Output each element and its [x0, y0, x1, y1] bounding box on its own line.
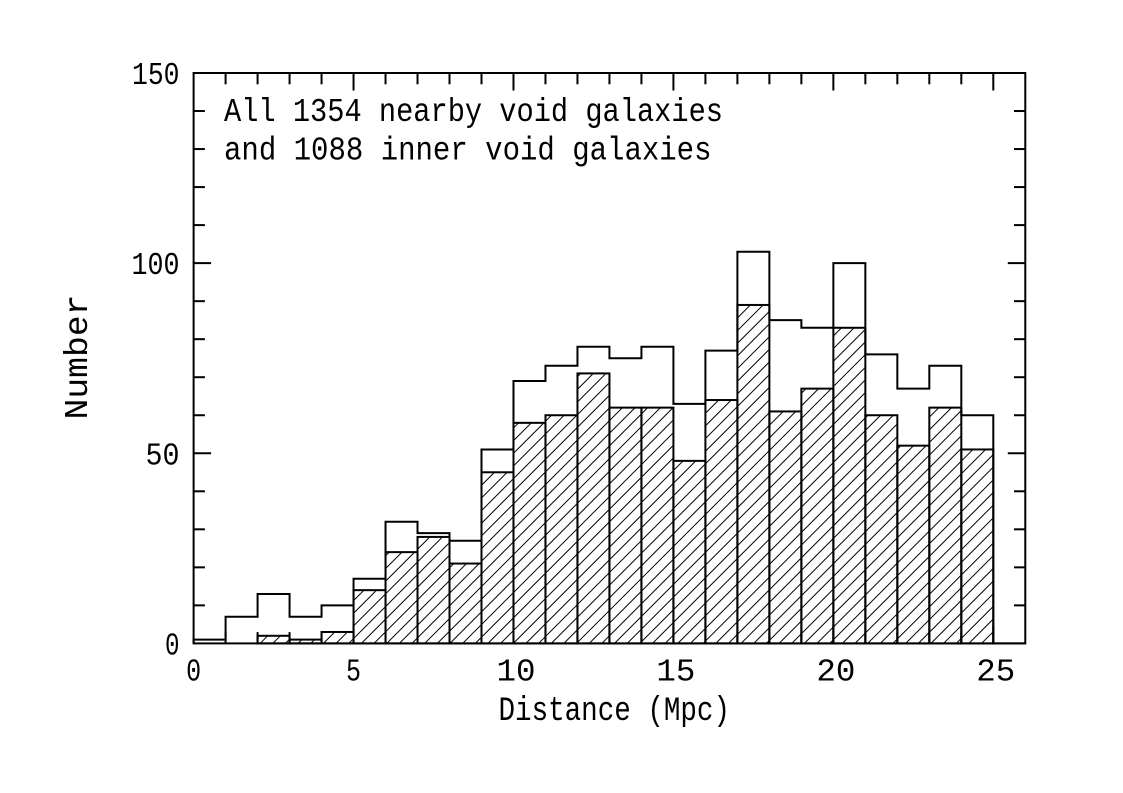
svg-text:25: 25	[976, 656, 1015, 691]
svg-text:All 1354 nearby void galaxies: All 1354 nearby void galaxies	[224, 94, 723, 131]
svg-text:0: 0	[165, 629, 180, 664]
svg-text:and 1088 inner void galaxies: and 1088 inner void galaxies	[224, 133, 712, 170]
svg-text:0: 0	[186, 656, 201, 691]
svg-text:100: 100	[132, 249, 180, 284]
svg-text:20: 20	[816, 656, 855, 691]
svg-text:Number: Number	[60, 295, 97, 420]
svg-text:150: 150	[132, 59, 180, 94]
svg-text:5: 5	[346, 656, 361, 691]
svg-text:Distance (Mpc): Distance (Mpc)	[499, 692, 731, 731]
svg-text:15: 15	[656, 656, 695, 691]
svg-text:10: 10	[496, 656, 535, 691]
svg-text:50: 50	[146, 439, 180, 474]
